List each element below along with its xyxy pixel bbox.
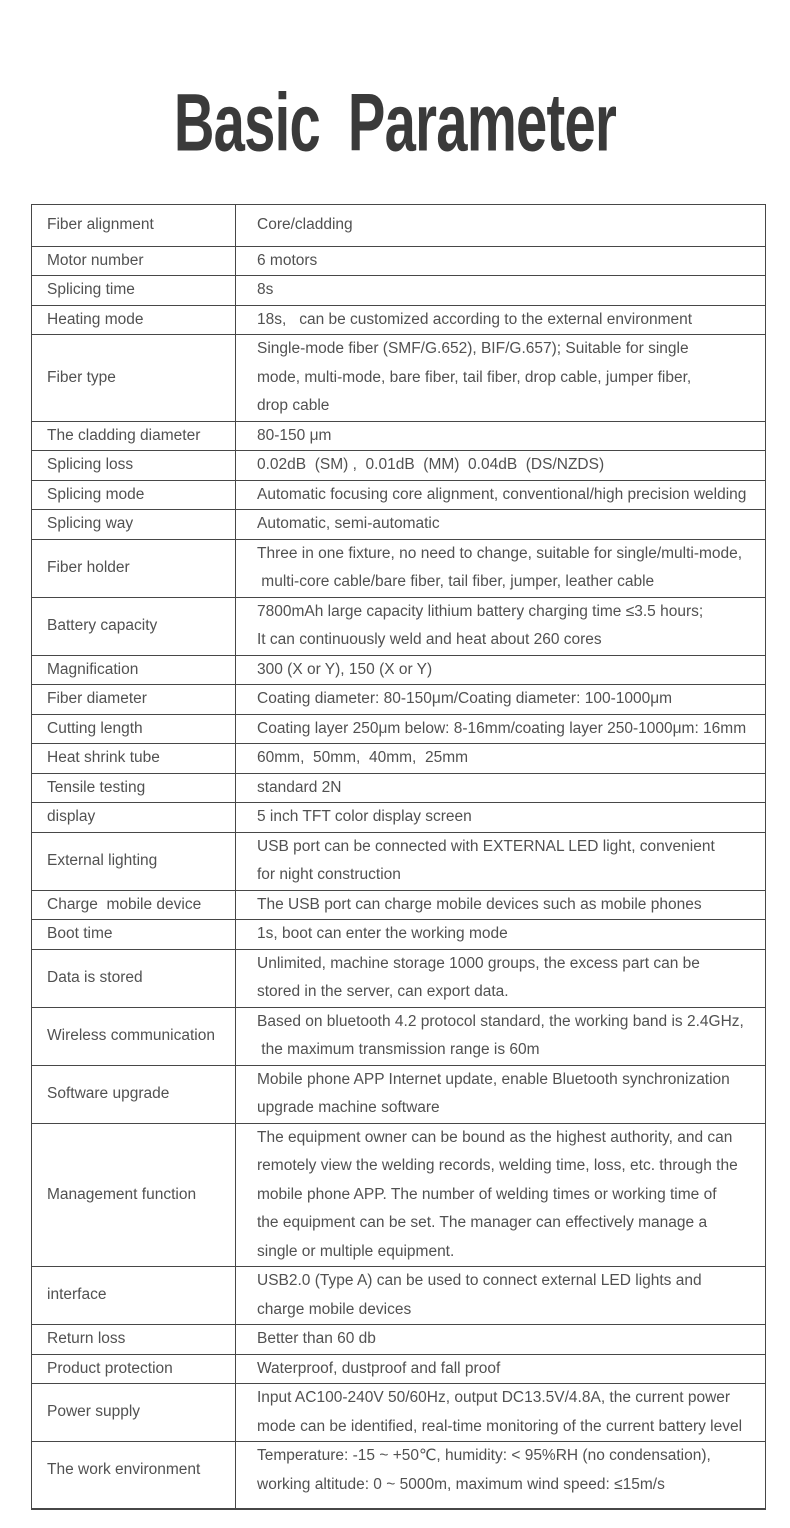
param-value: 1s, boot can enter the working mode [257,925,508,942]
table-row: Heating mode 18s, can be customized accor… [32,305,765,335]
table-row: Splicing time 8s [32,276,765,306]
table-row: Heat shrink tube 60mm, 50mm, 40mm, 25mm [32,744,765,774]
param-label: Charge mobile device [32,890,236,919]
param-value: 0.02dB (SM) , 0.01dB (MM) 0.04dB (DS/NZD… [257,456,605,473]
param-value: 18s, can be customized according to the … [257,310,693,328]
table-row: The cladding diameter 80-150 μm [32,421,765,451]
param-label: Battery capacity [32,597,236,655]
spec-table: Fiber alignment Core/cladding Motor number… [31,204,766,1510]
table-row: Software upgrade Mobile phone APP Interne… [32,1065,765,1124]
table-row: display 5 inch TFT color display screen [32,803,765,833]
table-row: Fiber holder Three in one fixture, no nee… [32,539,765,598]
param-value: Three in one fixture, no need to change,… [257,544,743,591]
param-label: Boot time [32,920,236,949]
table-row: Magnification 300 (X or Y), 150 (X or Y) [32,655,765,685]
table-row: Product protection Waterproof, dustproof … [32,1354,765,1384]
param-value: 6 motors [257,251,318,269]
table-row: Cutting length Coating layer 250μm below:… [32,714,765,744]
param-label: Motor number [32,246,236,275]
table-row: Fiber type Single-mode fiber (SMF/G.652),… [32,335,765,422]
param-value: Waterproof, dustproof and fall proof [257,1359,501,1377]
param-label: Heat shrink tube [32,744,236,773]
param-value: Automatic focusing core alignment, conve… [257,485,747,503]
param-value: 80-150 μm [257,426,332,444]
param-label: Splicing time [32,276,236,305]
table-row: Motor number 6 motors [32,246,765,276]
param-label: Fiber alignment [32,205,236,246]
page-title: Basic Parameter [173,75,617,169]
table-row: Power supply Input AC100-240V 50/60Hz, ou… [32,1384,765,1442]
table-row: Splicing way Automatic, semi-automatic [32,510,765,540]
param-value: 60mm, 50mm, 40mm, 25mm [257,749,469,766]
table-row: interface USB2.0 (Type A) can be used to … [32,1267,765,1325]
table-row: Battery capacity 7800mAh large capacity l… [32,597,765,656]
param-value: Core/cladding [257,216,353,233]
param-label: The cladding diameter [32,421,236,450]
param-label: Splicing way [32,510,236,539]
table-row: Charge mobile device The USB port can cha… [32,890,765,920]
param-label: Cutting length [32,714,236,743]
param-label: The work environment [32,1442,236,1508]
param-label: Fiber diameter [32,685,236,714]
table-row: Boot time 1s, boot can enter the working … [32,920,765,950]
param-value: Coating layer 250μm below: 8-16mm/coatin… [257,719,747,737]
table-row: External lighting USB port can be connect… [32,832,765,891]
param-label: Wireless communication [32,1007,236,1065]
param-value: Automatic, semi-automatic [257,515,440,532]
param-label: Management function [32,1123,236,1266]
table-row: Splicing loss 0.02dB (SM) , 0.01dB (MM) 0… [32,451,765,481]
param-label: Fiber holder [32,539,236,597]
param-label: Power supply [32,1384,236,1441]
param-value: Mobile phone APP Internet update, enable… [257,1070,730,1117]
table-row: Fiber alignment Core/cladding [32,205,765,247]
table-row: Splicing mode Automatic focusing core ali… [32,480,765,510]
param-label: External lighting [32,832,236,890]
param-value: Based on bluetooth 4.2 protocol standard… [257,1012,744,1059]
param-label: display [32,803,236,832]
param-label: Software upgrade [32,1065,236,1123]
param-label: Splicing mode [32,480,236,509]
param-label: Product protection [32,1354,236,1383]
param-label: Heating mode [32,305,236,334]
param-value: Temperature: -15 ~ +50℃, humidity: < 95%… [257,1447,711,1493]
param-value: Input AC100-240V 50/60Hz, output DC13.5V… [257,1389,743,1435]
param-value: 300 (X or Y), 150 (X or Y) [257,660,433,678]
table-row: The work environment Temperature: -15 ~ +… [32,1442,765,1508]
param-value: Coating diameter: 80-150μm/Coating diame… [257,690,673,707]
param-label: Return loss [32,1325,236,1354]
param-label: interface [32,1267,236,1324]
param-value: 8s [257,281,274,298]
table-row: Data is stored Unlimited, machine storage… [32,949,765,1008]
param-value: Single-mode fiber (SMF/G.652), BIF/G.657… [257,340,692,414]
param-label: Tensile testing [32,773,236,802]
table-row: Return loss Better than 60 db [32,1325,765,1355]
param-value: USB2.0 (Type A) can be used to connect e… [257,1272,702,1318]
param-value: 5 inch TFT color display screen [257,808,472,825]
param-value: Better than 60 db [257,1330,376,1347]
param-value: Unlimited, machine storage 1000 groups, … [257,954,700,1001]
param-label: Data is stored [32,949,236,1007]
param-label: Fiber type [32,335,236,421]
param-label: Splicing loss [32,451,236,480]
table-row: Management function The equipment owner c… [32,1123,765,1267]
param-label: Magnification [32,655,236,684]
param-value: The USB port can charge mobile devices s… [257,895,702,913]
param-value: standard 2N [257,778,342,796]
param-value: USB port can be connected with EXTERNAL … [257,837,715,884]
param-value: The equipment owner can be bound as the … [257,1128,738,1260]
param-value: 7800mAh large capacity lithium battery c… [257,602,704,649]
table-row: Wireless communication Based on bluetooth… [32,1007,765,1066]
table-row: Tensile testing standard 2N [32,773,765,803]
table-row: Fiber diameter Coating diameter: 80-150μm… [32,685,765,715]
